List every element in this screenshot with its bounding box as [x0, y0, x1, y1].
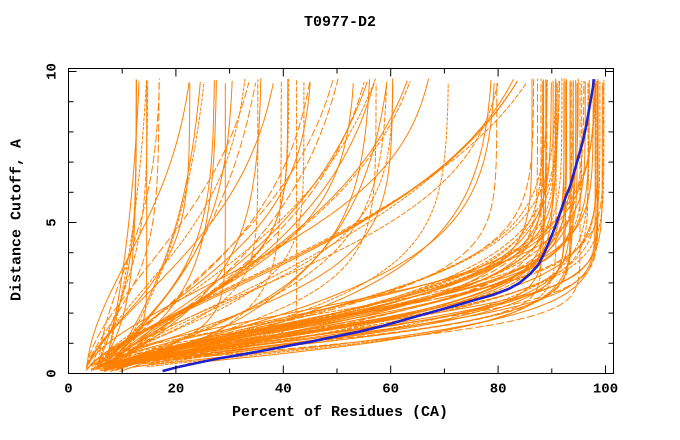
y-tick-label: 5: [45, 218, 61, 226]
ensemble-curve: [121, 79, 298, 365]
ensemble-curve: [86, 82, 190, 365]
ensemble-curve: [116, 79, 547, 370]
x-axis-label: Percent of Residues (CA): [231, 404, 449, 421]
ensemble-curve: [101, 82, 556, 366]
ensemble-curve: [100, 83, 544, 367]
x-tick-label: 40: [275, 382, 292, 398]
ensemble-curve: [121, 81, 548, 365]
ensemble-curve: [137, 80, 492, 365]
ensemble-curve: [110, 81, 601, 372]
ensemble-curve: [98, 80, 519, 364]
x-tick-label: 80: [490, 382, 507, 398]
ensemble-curve: [85, 78, 429, 369]
ensemble-curve: [88, 83, 191, 364]
ensemble-curve: [102, 82, 375, 369]
y-axis-label: Distance Cutoff, A: [8, 138, 26, 302]
ensemble-curve: [115, 82, 565, 370]
plot-frame: [68, 68, 614, 374]
ensemble-curve: [97, 80, 137, 369]
ensemble-curve: [85, 82, 160, 368]
ensemble-curve: [100, 78, 394, 366]
ensemble-curve: [103, 78, 538, 369]
ensemble-curve: [100, 79, 311, 371]
ensemble-curve: [114, 83, 498, 368]
ensemble-curve: [132, 82, 590, 368]
ensemble-curve: [98, 81, 149, 370]
ensemble-curve: [110, 82, 495, 367]
x-tick-label: 100: [593, 382, 618, 398]
y-tick-label: 0: [45, 369, 61, 377]
ensemble-curve: [106, 80, 408, 372]
ensemble-curve: [102, 82, 558, 368]
x-tick-label: 0: [64, 382, 72, 398]
ensemble-curve: [141, 82, 581, 365]
ensemble-curve: [103, 78, 339, 372]
ensemble-curve: [96, 79, 259, 366]
ensemble-curve: [86, 78, 376, 370]
x-tick-label: 60: [382, 382, 399, 398]
ensemble-curve: [99, 80, 215, 370]
ensemble-curve: [112, 82, 205, 367]
ensemble-curve: [92, 80, 567, 371]
ensemble-curve: [114, 78, 533, 372]
ensemble-curve: [98, 78, 160, 366]
ensemble-curve: [108, 83, 589, 369]
ensemble-curve: [94, 78, 290, 366]
ensemble-curve: [90, 78, 246, 372]
ensemble-curve: [119, 81, 388, 373]
ensemble-curve: [113, 79, 547, 369]
ensemble-curve: [104, 79, 217, 365]
ensemble-curve: [94, 81, 368, 366]
ensemble-curve: [88, 83, 274, 364]
ensemble-curve: [101, 81, 148, 366]
ensemble-curve: [121, 83, 377, 366]
chart-title: T0977-D2: [303, 14, 376, 31]
ensemble-curve: [104, 82, 257, 371]
ensemble-curve: [114, 79, 535, 367]
ensemble-curve: [116, 82, 603, 370]
ensemble-curve: [116, 83, 226, 368]
ensemble-curve: [108, 81, 282, 371]
ensemble-curve: [104, 82, 305, 370]
ensemble-curve: [106, 82, 449, 369]
ensemble-curve: [105, 81, 598, 369]
highlighted-model-curve: [162, 78, 595, 373]
ensemble-curve: [109, 81, 201, 371]
ensemble-curve: [111, 78, 262, 366]
ensemble-curve: [120, 78, 563, 368]
ensemble-curve: [107, 79, 370, 367]
ensemble-curve: [120, 81, 560, 370]
ensemble-curve: [128, 80, 557, 366]
ensemble-curve: [132, 79, 599, 368]
x-tick-label: 20: [167, 382, 184, 398]
y-tick-label: 10: [45, 63, 61, 80]
ensemble-curve: [110, 81, 572, 368]
